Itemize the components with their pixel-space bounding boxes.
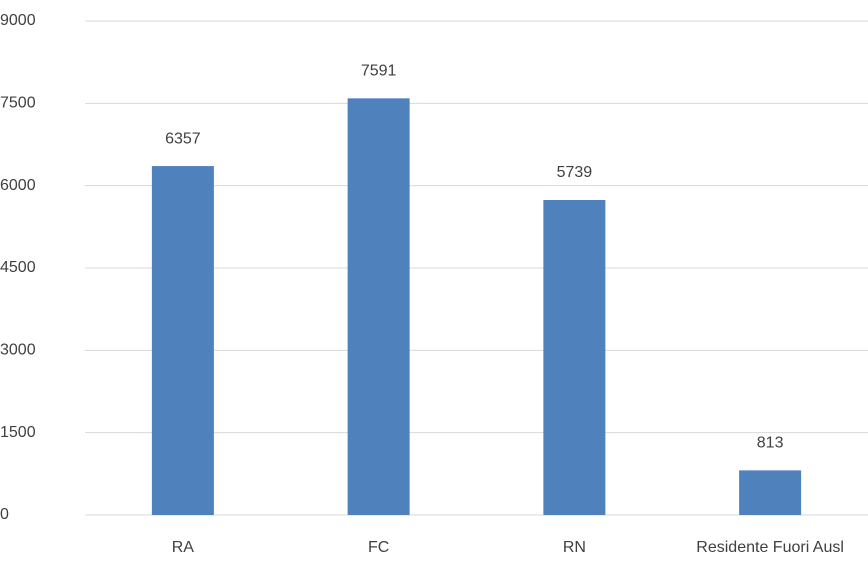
data-label: 7591 [361, 63, 397, 80]
data-label: 6357 [165, 130, 201, 147]
y-tick-label: 0 [0, 506, 9, 523]
y-tick-label: 1500 [0, 424, 36, 441]
y-tick-label: 6000 [0, 177, 36, 194]
data-label: 813 [757, 435, 784, 452]
bar [151, 166, 214, 515]
x-tick-label: Residente Fuori Ausl [696, 539, 844, 556]
bar [543, 199, 606, 515]
y-tick-label: 7500 [0, 95, 36, 112]
bar [739, 470, 802, 515]
x-tick-label: RN [563, 539, 586, 556]
x-tick-label: RA [172, 539, 195, 556]
bar [347, 98, 410, 516]
data-label: 5739 [557, 164, 593, 181]
y-tick-label: 3000 [0, 342, 36, 359]
y-tick-label: 9000 [0, 12, 36, 29]
y-tick-label: 4500 [0, 259, 36, 276]
x-tick-label: FC [368, 539, 389, 556]
